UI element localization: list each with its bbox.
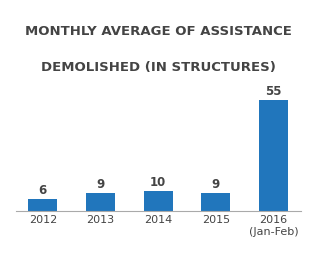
Text: 9: 9 bbox=[212, 178, 220, 191]
Text: 9: 9 bbox=[96, 178, 104, 191]
Bar bbox=[201, 192, 230, 211]
Bar bbox=[86, 192, 115, 211]
Text: 10: 10 bbox=[150, 176, 166, 189]
Text: MONTHLY AVERAGE OF ASSISTANCE: MONTHLY AVERAGE OF ASSISTANCE bbox=[25, 25, 291, 38]
Text: 6: 6 bbox=[39, 184, 47, 197]
Text: 55: 55 bbox=[265, 85, 281, 98]
Bar bbox=[259, 99, 288, 211]
Bar bbox=[144, 190, 172, 211]
Text: DEMOLISHED (IN STRUCTURES): DEMOLISHED (IN STRUCTURES) bbox=[41, 61, 276, 74]
Bar bbox=[29, 199, 57, 211]
